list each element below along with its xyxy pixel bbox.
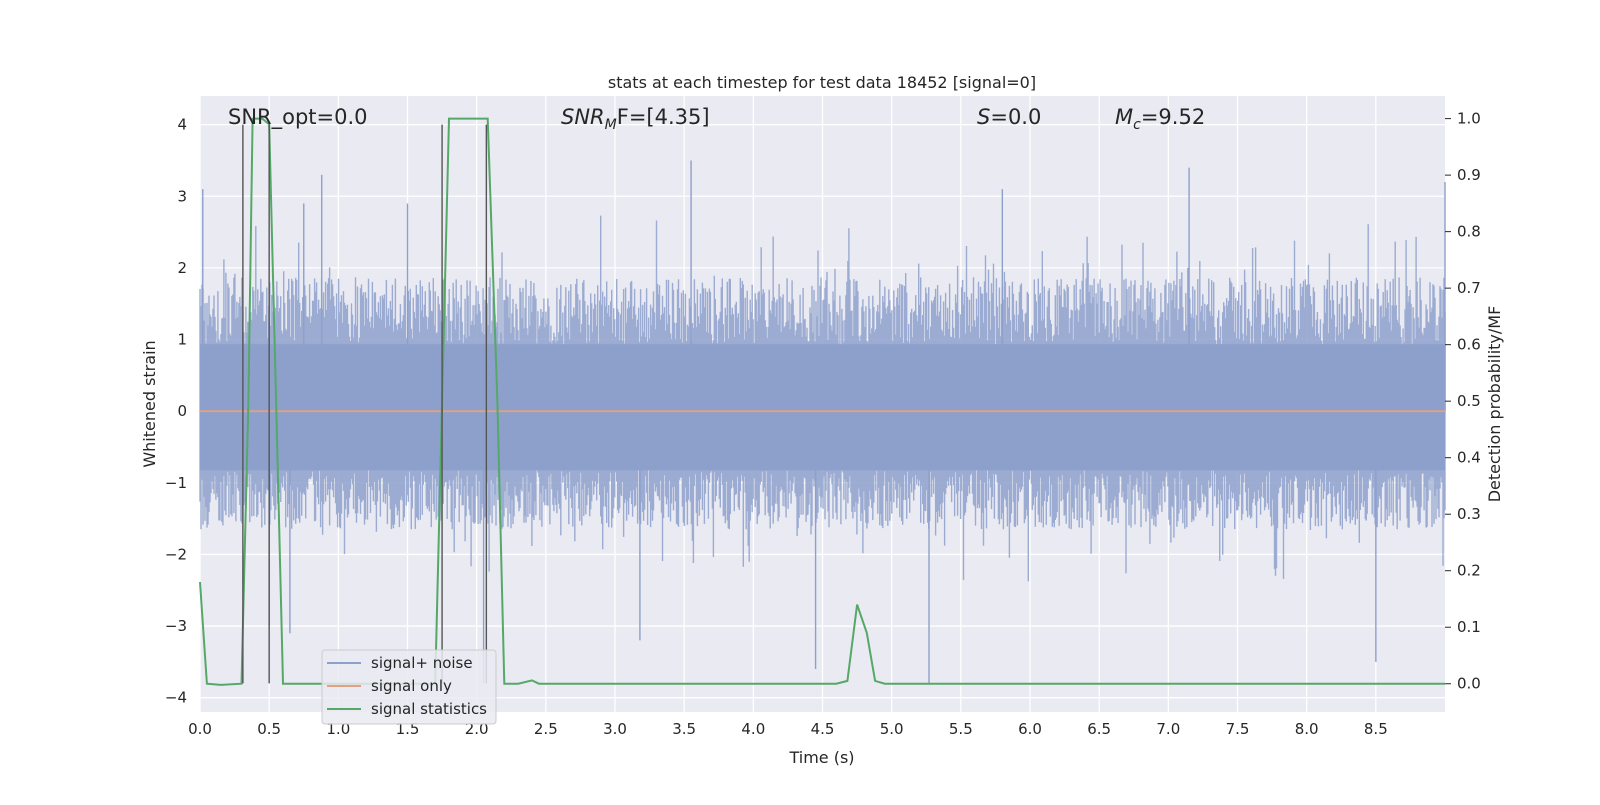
legend-label-stats: signal statistics bbox=[371, 700, 487, 718]
x-tick-label: 4.0 bbox=[741, 720, 765, 738]
legend-box bbox=[321, 649, 497, 725]
x-tick-label: 0.5 bbox=[257, 720, 281, 738]
annotation-mc: Mc=9.52 bbox=[1115, 105, 1205, 133]
y2-tick-label: 0.1 bbox=[1457, 618, 1481, 636]
x-tick-label: 4.5 bbox=[811, 720, 835, 738]
y-tick-label: −3 bbox=[165, 617, 187, 635]
y-tick-label: 0 bbox=[177, 402, 187, 420]
y2-tick-label: 0.2 bbox=[1457, 562, 1481, 580]
y2-tick-label: 0.0 bbox=[1457, 675, 1481, 693]
y2-axis-label: Detection probability/MF bbox=[1485, 306, 1504, 503]
x-tick-label: 8.5 bbox=[1364, 720, 1388, 738]
y2-tick-label: 0.6 bbox=[1457, 336, 1481, 354]
y-tick-label: 4 bbox=[177, 116, 187, 134]
y2-tick-label: 1.0 bbox=[1457, 110, 1481, 128]
x-tick-label: 5.5 bbox=[949, 720, 973, 738]
signal-noise-series bbox=[199, 160, 1446, 684]
signal-statistics-series bbox=[199, 117, 1445, 686]
x-tick-label: 7.5 bbox=[1226, 720, 1250, 738]
y2-tick-label: 0.7 bbox=[1457, 279, 1481, 297]
y-axis-label: Whitened strain bbox=[140, 340, 159, 467]
y-tick-label: 1 bbox=[177, 331, 187, 349]
x-tick-label: 6.0 bbox=[1018, 720, 1042, 738]
x-axis-label: Time (s) bbox=[788, 748, 854, 767]
legend-label-signal: signal only bbox=[371, 677, 452, 695]
y2-tick-label: 0.4 bbox=[1457, 449, 1481, 467]
x-tick-label: 6.5 bbox=[1087, 720, 1111, 738]
y2-tick-label: 0.3 bbox=[1457, 505, 1481, 523]
x-tick-label: 3.5 bbox=[672, 720, 696, 738]
signal-statistics-line bbox=[199, 117, 1445, 686]
y-tick-label: −4 bbox=[165, 689, 187, 707]
x-tick-label: 8.0 bbox=[1295, 720, 1319, 738]
x-tick-label: 0.0 bbox=[188, 720, 212, 738]
y2-axis-ticks: 0.0 0.1 0.2 0.3 0.4 0.5 0.6 0.7 0.8 0.9 1.0 bbox=[1445, 110, 1481, 693]
x-tick-label: 3.0 bbox=[603, 720, 627, 738]
x-tick-label: 2.5 bbox=[534, 720, 558, 738]
annotation-s: S=0.0 bbox=[977, 105, 1041, 129]
y-tick-label: −1 bbox=[165, 474, 187, 492]
y2-tick-label: 0.9 bbox=[1457, 166, 1481, 184]
vertical-markers bbox=[242, 124, 488, 684]
y2-tick-label: 0.5 bbox=[1457, 392, 1481, 410]
legend: signal+ noise signal only signal statist… bbox=[321, 649, 497, 725]
chart-title: stats at each timestep for test data 184… bbox=[608, 73, 1036, 92]
x-tick-label: 7.0 bbox=[1156, 720, 1180, 738]
noise-core-band bbox=[200, 344, 1445, 471]
y-tick-label: −2 bbox=[165, 545, 187, 563]
annotation-snr-opt: SNR_opt=0.0 bbox=[228, 105, 368, 130]
legend-label-noise: signal+ noise bbox=[371, 654, 473, 672]
x-tick-label: 5.0 bbox=[880, 720, 904, 738]
annotation-snr-mf: SNRMF=[4.35] bbox=[561, 105, 710, 133]
y-tick-label: 3 bbox=[177, 187, 187, 205]
y2-tick-label: 0.8 bbox=[1457, 223, 1481, 241]
y-axis-ticks: −4 −3 −2 −1 0 1 2 3 4 bbox=[165, 116, 187, 707]
y-tick-label: 2 bbox=[177, 259, 187, 277]
